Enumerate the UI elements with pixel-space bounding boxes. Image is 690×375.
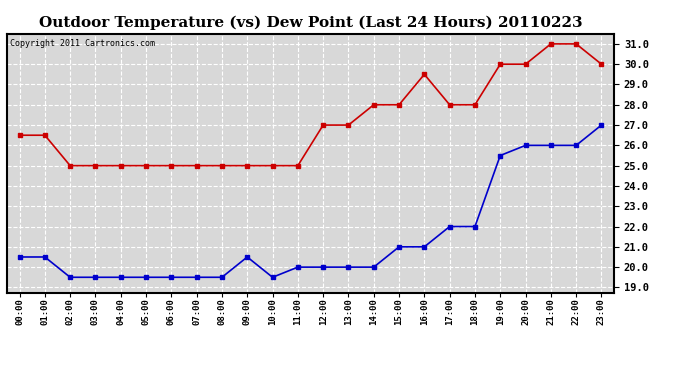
Title: Outdoor Temperature (vs) Dew Point (Last 24 Hours) 20110223: Outdoor Temperature (vs) Dew Point (Last…	[39, 15, 582, 30]
Text: Copyright 2011 Cartronics.com: Copyright 2011 Cartronics.com	[10, 39, 155, 48]
